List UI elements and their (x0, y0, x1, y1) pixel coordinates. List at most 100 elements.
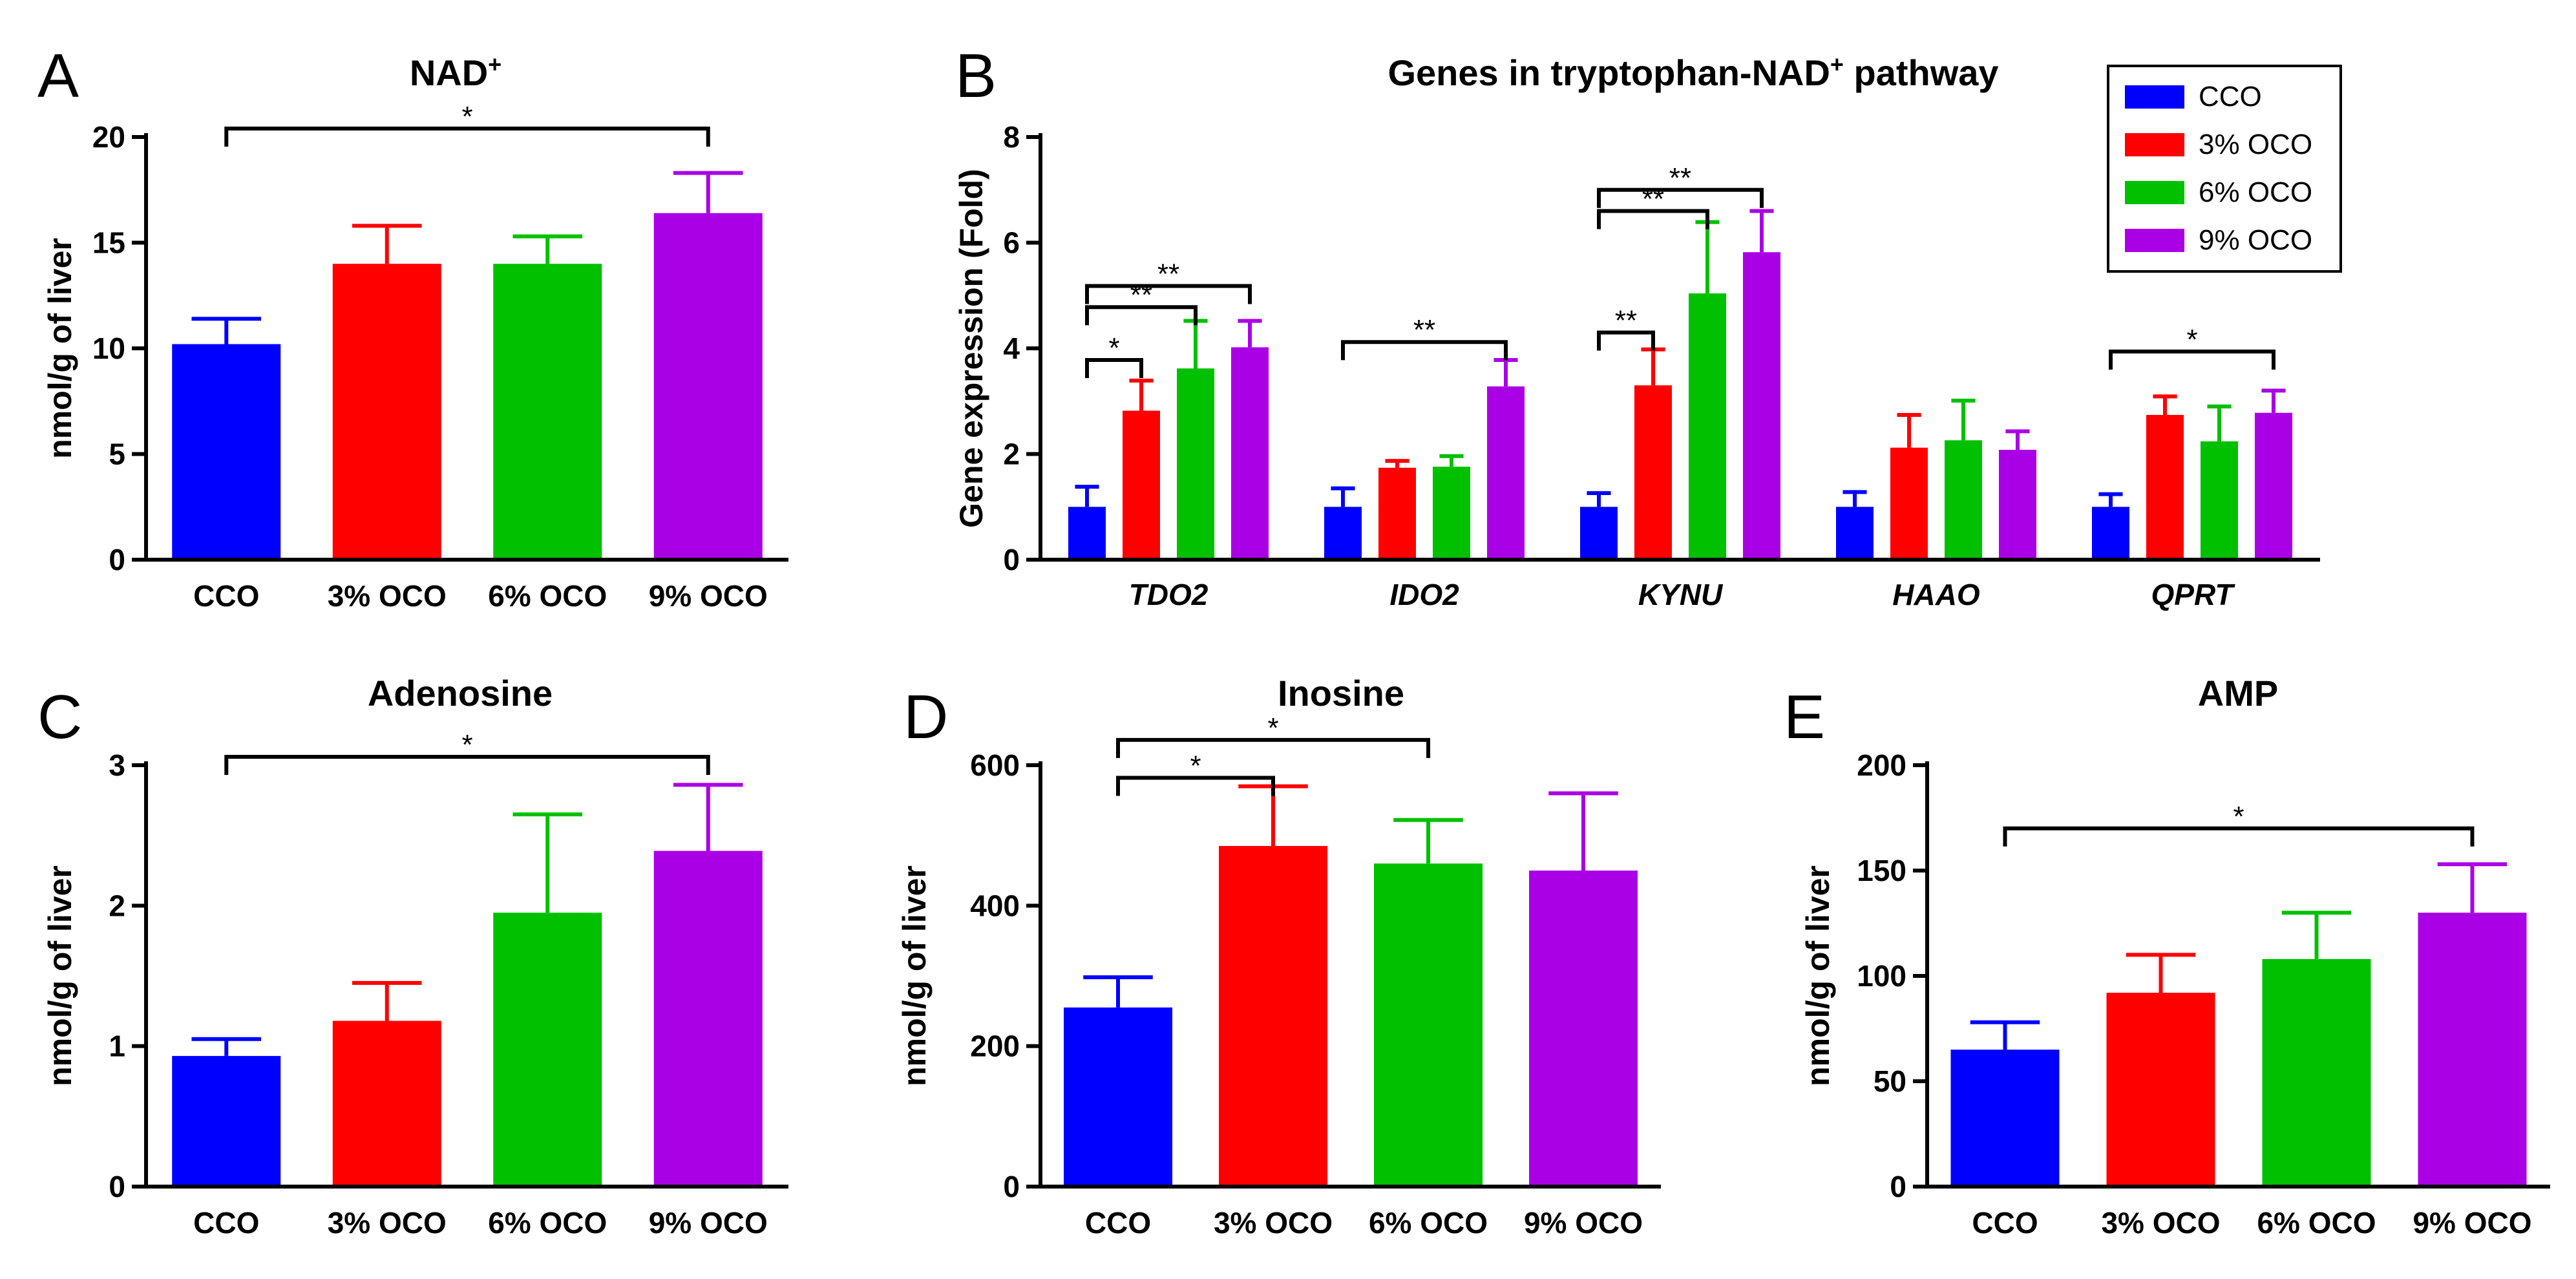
y-tick-label: 8 (1003, 120, 1020, 154)
legend: CCO 3% OCO 6% OCO 9% OCO (2107, 65, 2342, 273)
y-axis-label: nmol/g of liver (896, 865, 933, 1086)
bar (1068, 507, 1106, 558)
x-tick-label: CCO (1972, 1206, 2038, 1240)
x-tick-label: 3% OCO (1214, 1206, 1333, 1240)
chart-title-text: Genes in tryptophan-NAD (1388, 52, 1830, 93)
significance-bracket (2003, 826, 2475, 847)
y-tick-label: 10 (92, 332, 125, 365)
panel-d: D Inosine nmol/g of liver 0 200 400 600 CCO 3% O… (896, 673, 1661, 1240)
chart-title: Inosine (1278, 673, 1404, 713)
y-tick-label: 2 (1003, 438, 1020, 471)
y-axis-label: Gene expression (Fold) (953, 169, 989, 528)
legend-swatch (2125, 133, 2184, 156)
legend-swatch (2125, 181, 2184, 204)
significance-bracket (1085, 284, 1252, 304)
x-tick-label: CCO (193, 579, 259, 613)
bar (2418, 913, 2527, 1185)
bar (1378, 467, 1416, 558)
y-tick-label: 400 (970, 889, 1020, 922)
bar (1177, 368, 1214, 558)
x-tick-label: 3% OCO (2101, 1206, 2220, 1240)
significance-bracket-label: * (461, 101, 472, 132)
x-tick-label: 9% OCO (649, 579, 768, 613)
bar (1219, 845, 1327, 1185)
bar (1580, 507, 1618, 558)
significance-bracket (2109, 349, 2275, 370)
y-tick-label: 100 (1857, 959, 1906, 993)
significance-bracket (1085, 305, 1198, 326)
bar (172, 1055, 281, 1185)
bar (1836, 507, 1874, 558)
y-tick-label: 20 (92, 120, 125, 154)
chart-title: Genes in tryptophan-NAD+ pathway (1388, 51, 1998, 94)
y-tick-label: 50 (1874, 1064, 1906, 1098)
x-tick-label: IDO2 (1389, 578, 1459, 611)
bar (493, 913, 602, 1185)
significance-bracket (1597, 187, 1764, 208)
bar (493, 264, 602, 558)
bar (1945, 440, 1982, 558)
significance-bracket-label: * (461, 729, 472, 761)
bar (653, 851, 763, 1185)
chart-title-superscript: + (1830, 51, 1844, 78)
x-tick-label: 9% OCO (1524, 1206, 1643, 1240)
significance-bracket-label: * (1267, 712, 1278, 744)
chart-title-text: NAD (410, 52, 488, 93)
chart-title-text: AMP (2198, 673, 2278, 713)
legend-label: 6% OCO (2199, 176, 2312, 208)
y-axis-label: nmol/g of liver (42, 238, 78, 459)
y-axis-label: nmol/g of liver (1800, 865, 1836, 1086)
bar (1689, 293, 1726, 558)
significance-bracket (1341, 340, 1508, 361)
bar (2262, 958, 2371, 1185)
panel-letter: A (37, 41, 79, 111)
bar (172, 344, 281, 558)
y-tick-label: 0 (1890, 1170, 1906, 1203)
legend-swatch (2125, 229, 2184, 252)
bar (1324, 507, 1362, 558)
x-tick-label: 9% OCO (649, 1206, 768, 1240)
y-tick-label: 6 (1003, 226, 1020, 260)
chart-title: AMP (2198, 673, 2278, 713)
bar (2106, 993, 2215, 1185)
chart-title-text: Adenosine (368, 673, 553, 713)
significance-bracket-label: ** (1157, 259, 1179, 290)
bar (653, 213, 763, 558)
significance-bracket (224, 126, 710, 147)
y-tick-label: 600 (970, 748, 1020, 782)
y-tick-label: 5 (109, 438, 125, 471)
significance-bracket-label: * (2186, 324, 2197, 355)
y-tick-label: 200 (970, 1030, 1020, 1063)
chart-title-text: Inosine (1278, 673, 1404, 713)
bar (1374, 863, 1483, 1185)
bar (1487, 386, 1525, 558)
chart-title: NAD+ (410, 51, 501, 94)
chart-title-superscript: + (488, 51, 501, 78)
bar (1634, 385, 1672, 558)
bar (1231, 347, 1269, 558)
panel-b: B Genes in tryptophan-NAD+ pathway Gene ex… (953, 41, 2342, 611)
bar (1529, 871, 1638, 1185)
chart-title-suffix: pathway (1844, 52, 1999, 93)
significance-bracket (1116, 737, 1430, 758)
y-tick-label: 0 (1003, 1170, 1020, 1203)
legend-label: 9% OCO (2199, 224, 2312, 256)
bar (2146, 415, 2184, 558)
legend-label: CCO (2199, 81, 2262, 112)
x-tick-label: QPRT (2151, 578, 2236, 611)
bar (1743, 252, 1780, 558)
panel-c: C Adenosine nmol/g of liver 0 1 2 3 CCO 3% OCO 6%… (37, 673, 788, 1240)
x-tick-label: 3% OCO (328, 1206, 447, 1240)
x-tick-label: TDO2 (1129, 578, 1209, 611)
bar (1433, 467, 1470, 558)
significance-bracket-label: ** (1669, 162, 1691, 194)
significance-bracket-label: ** (1615, 304, 1637, 336)
bar (2255, 412, 2292, 558)
bar (2092, 507, 2129, 558)
y-tick-label: 15 (92, 226, 125, 260)
x-tick-label: 6% OCO (1369, 1206, 1488, 1240)
y-tick-label: 0 (109, 1170, 125, 1203)
bar (1123, 410, 1160, 558)
x-tick-label: HAAO (1892, 578, 1980, 611)
bar (1890, 447, 1928, 558)
